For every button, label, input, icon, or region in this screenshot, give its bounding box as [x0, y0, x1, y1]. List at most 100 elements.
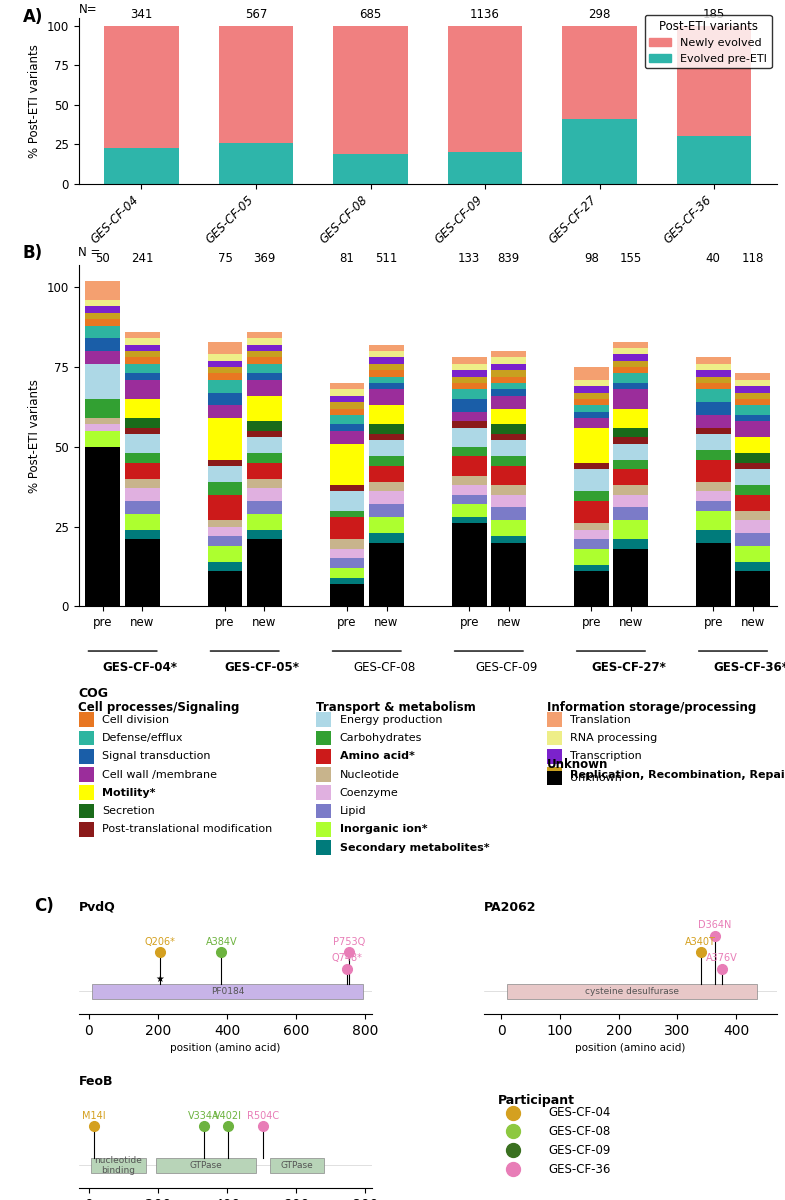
Text: 133: 133 [458, 252, 480, 265]
Text: 50: 50 [96, 252, 110, 265]
Text: Translation: Translation [571, 715, 631, 725]
Bar [369, 504, 404, 517]
Bar [207, 418, 243, 460]
Bar [736, 546, 770, 562]
Bar [736, 421, 770, 437]
Bar [451, 371, 487, 377]
Bar [207, 562, 243, 571]
Bar [78, 713, 94, 727]
Bar [696, 502, 731, 511]
Bar [369, 383, 404, 389]
Text: 1136: 1136 [470, 8, 500, 22]
Bar [125, 418, 160, 427]
Bar [613, 444, 648, 460]
Bar [574, 539, 608, 548]
Bar [613, 520, 648, 539]
Bar [451, 446, 487, 456]
Bar [736, 494, 770, 511]
Bar [369, 358, 404, 364]
Bar [507, 984, 757, 998]
Bar [86, 300, 120, 306]
Bar [247, 338, 282, 344]
Bar [330, 511, 364, 517]
Bar [491, 377, 526, 383]
Text: N =: N = [78, 246, 101, 258]
Bar [104, 26, 179, 148]
Bar [574, 367, 608, 379]
Text: Replication, Recombination, Repair*: Replication, Recombination, Repair* [571, 769, 785, 780]
Bar [207, 406, 243, 418]
Bar [574, 571, 608, 606]
Bar [491, 425, 526, 434]
Bar [125, 332, 160, 338]
Bar [448, 152, 522, 184]
Bar [613, 354, 648, 361]
Text: GES-CF-04: GES-CF-04 [548, 1106, 611, 1120]
Bar [369, 364, 404, 371]
Bar [125, 479, 160, 488]
Bar [574, 523, 608, 529]
Text: RNA processing: RNA processing [571, 733, 658, 743]
X-axis label: position (amino acid): position (amino acid) [575, 1044, 685, 1054]
Text: Cell wall /membrane: Cell wall /membrane [102, 769, 217, 780]
Bar [736, 373, 770, 379]
Text: V402I: V402I [214, 1110, 242, 1121]
Bar [86, 313, 120, 319]
Bar [207, 482, 243, 494]
Text: C): C) [35, 896, 54, 914]
Bar [330, 568, 364, 577]
Bar [247, 479, 282, 488]
Text: Coenzyme: Coenzyme [340, 787, 399, 798]
Bar [491, 364, 526, 371]
Bar [491, 456, 526, 466]
Bar [574, 398, 608, 406]
Bar [696, 529, 731, 542]
Bar [207, 379, 243, 392]
Bar [736, 571, 770, 606]
Bar [369, 352, 404, 358]
Bar [247, 379, 282, 396]
Bar [451, 456, 487, 475]
Bar [270, 1158, 323, 1172]
Bar [125, 364, 160, 373]
Bar [330, 402, 364, 408]
Bar [78, 804, 94, 818]
Text: B): B) [23, 245, 42, 263]
Bar [369, 371, 404, 377]
Text: Q206*: Q206* [144, 937, 175, 947]
Bar [451, 485, 487, 494]
Text: A): A) [23, 8, 43, 26]
Text: GES-CF-27*: GES-CF-27* [591, 660, 666, 673]
Bar [696, 492, 731, 502]
Bar [451, 412, 487, 421]
Bar [491, 396, 526, 408]
Bar [316, 731, 331, 745]
Bar [613, 548, 648, 606]
Bar [125, 454, 160, 463]
Bar [574, 502, 608, 523]
Bar [451, 421, 487, 427]
Text: GES-CF-05*: GES-CF-05* [225, 660, 300, 673]
Bar [369, 466, 404, 482]
Text: Secretion: Secretion [102, 806, 155, 816]
Bar [574, 492, 608, 502]
Text: 369: 369 [254, 252, 276, 265]
Text: GES-CF-36: GES-CF-36 [548, 1163, 611, 1176]
Bar [491, 389, 526, 396]
Bar [736, 520, 770, 533]
Bar [330, 584, 364, 606]
Text: 185: 185 [703, 8, 725, 22]
Bar [125, 434, 160, 454]
Bar [207, 520, 243, 527]
Bar [736, 562, 770, 571]
Bar [125, 502, 160, 514]
Text: Cell processes/Signaling: Cell processes/Signaling [78, 701, 240, 714]
Bar [247, 454, 282, 463]
Bar [207, 571, 243, 606]
Bar [247, 396, 282, 421]
Text: PvdQ: PvdQ [78, 901, 115, 913]
Bar [451, 494, 487, 504]
Bar [451, 504, 487, 517]
Bar [247, 463, 282, 479]
Bar [736, 485, 770, 494]
